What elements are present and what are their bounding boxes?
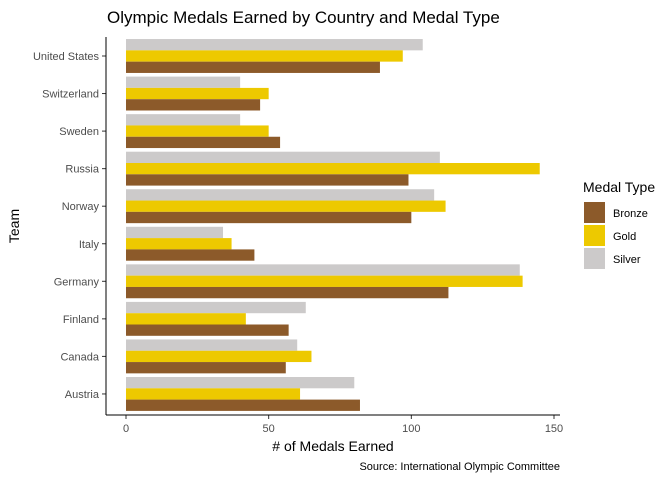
y-tick-label: Norway <box>62 201 100 213</box>
y-tick-label: Italy <box>79 239 100 251</box>
legend-swatch-bronze <box>584 202 605 223</box>
bar-switzerland-silver <box>126 76 241 88</box>
bar-sweden-bronze <box>126 136 281 149</box>
bar-switzerland-gold <box>126 87 269 100</box>
y-tick-label: Austria <box>65 389 100 401</box>
bar-norway-silver <box>126 189 435 201</box>
bar-russia-bronze <box>126 174 409 186</box>
bar-canada-gold <box>126 350 312 363</box>
y-tick-label: Canada <box>60 351 99 363</box>
bar-italy-gold <box>126 238 232 250</box>
bar-norway-bronze <box>126 211 412 224</box>
bar-united-states-gold <box>126 50 403 62</box>
x-axis-ticks: 0 50 100 150 <box>123 415 563 435</box>
bar-canada-silver <box>126 339 298 351</box>
bar-canada-bronze <box>126 362 286 374</box>
y-tick-label: United States <box>33 51 100 63</box>
legend-label-silver: Silver <box>613 254 641 266</box>
y-axis-ticks: United States Switzerland Sweden Russia Norw… <box>33 51 106 401</box>
bars-group <box>126 39 540 411</box>
y-axis-title: Team <box>6 209 22 243</box>
bar-finland-silver <box>126 301 306 314</box>
legend-swatch-gold <box>584 225 605 246</box>
legend-title: Medal Type <box>583 179 655 195</box>
y-tick-label: Russia <box>65 164 100 176</box>
bar-germany-gold <box>126 275 523 287</box>
bar-finland-bronze <box>126 324 289 336</box>
bar-russia-silver <box>126 151 440 163</box>
y-tick-label: Germany <box>54 276 100 288</box>
legend-label-gold: Gold <box>613 231 636 243</box>
y-tick-label: Finland <box>63 314 99 326</box>
x-tick-label: 100 <box>402 423 420 435</box>
chart-title: Olympic Medals Earned by Country and Med… <box>107 8 500 27</box>
bar-united-states-silver <box>126 39 423 51</box>
bar-sweden-gold <box>126 125 269 137</box>
bar-italy-bronze <box>126 249 255 261</box>
bar-austria-silver <box>126 377 355 389</box>
bar-austria-gold <box>126 388 301 400</box>
y-tick-label: Switzerland <box>42 89 99 101</box>
bar-switzerland-bronze <box>126 99 261 111</box>
bar-russia-gold <box>126 163 540 175</box>
bar-norway-gold <box>126 200 446 212</box>
x-tick-label: 50 <box>263 423 275 435</box>
legend-swatch-silver <box>584 248 605 269</box>
x-axis-title: # of Medals Earned <box>272 438 393 454</box>
x-tick-label: 150 <box>545 423 563 435</box>
x-tick-label: 0 <box>123 423 129 435</box>
bar-germany-bronze <box>126 286 449 299</box>
y-tick-label: Sweden <box>59 126 99 138</box>
bar-united-states-bronze <box>126 61 380 73</box>
legend-label-bronze: Bronze <box>613 208 648 220</box>
bar-germany-silver <box>126 264 520 276</box>
bar-finland-gold <box>126 313 246 325</box>
chart-caption: Source: International Olympic Committee <box>359 461 560 473</box>
bar-austria-bronze <box>126 399 360 411</box>
bar-sweden-silver <box>126 114 241 126</box>
legend: Medal Type Bronze Gold Silver <box>583 179 655 269</box>
bar-italy-silver <box>126 226 224 239</box>
